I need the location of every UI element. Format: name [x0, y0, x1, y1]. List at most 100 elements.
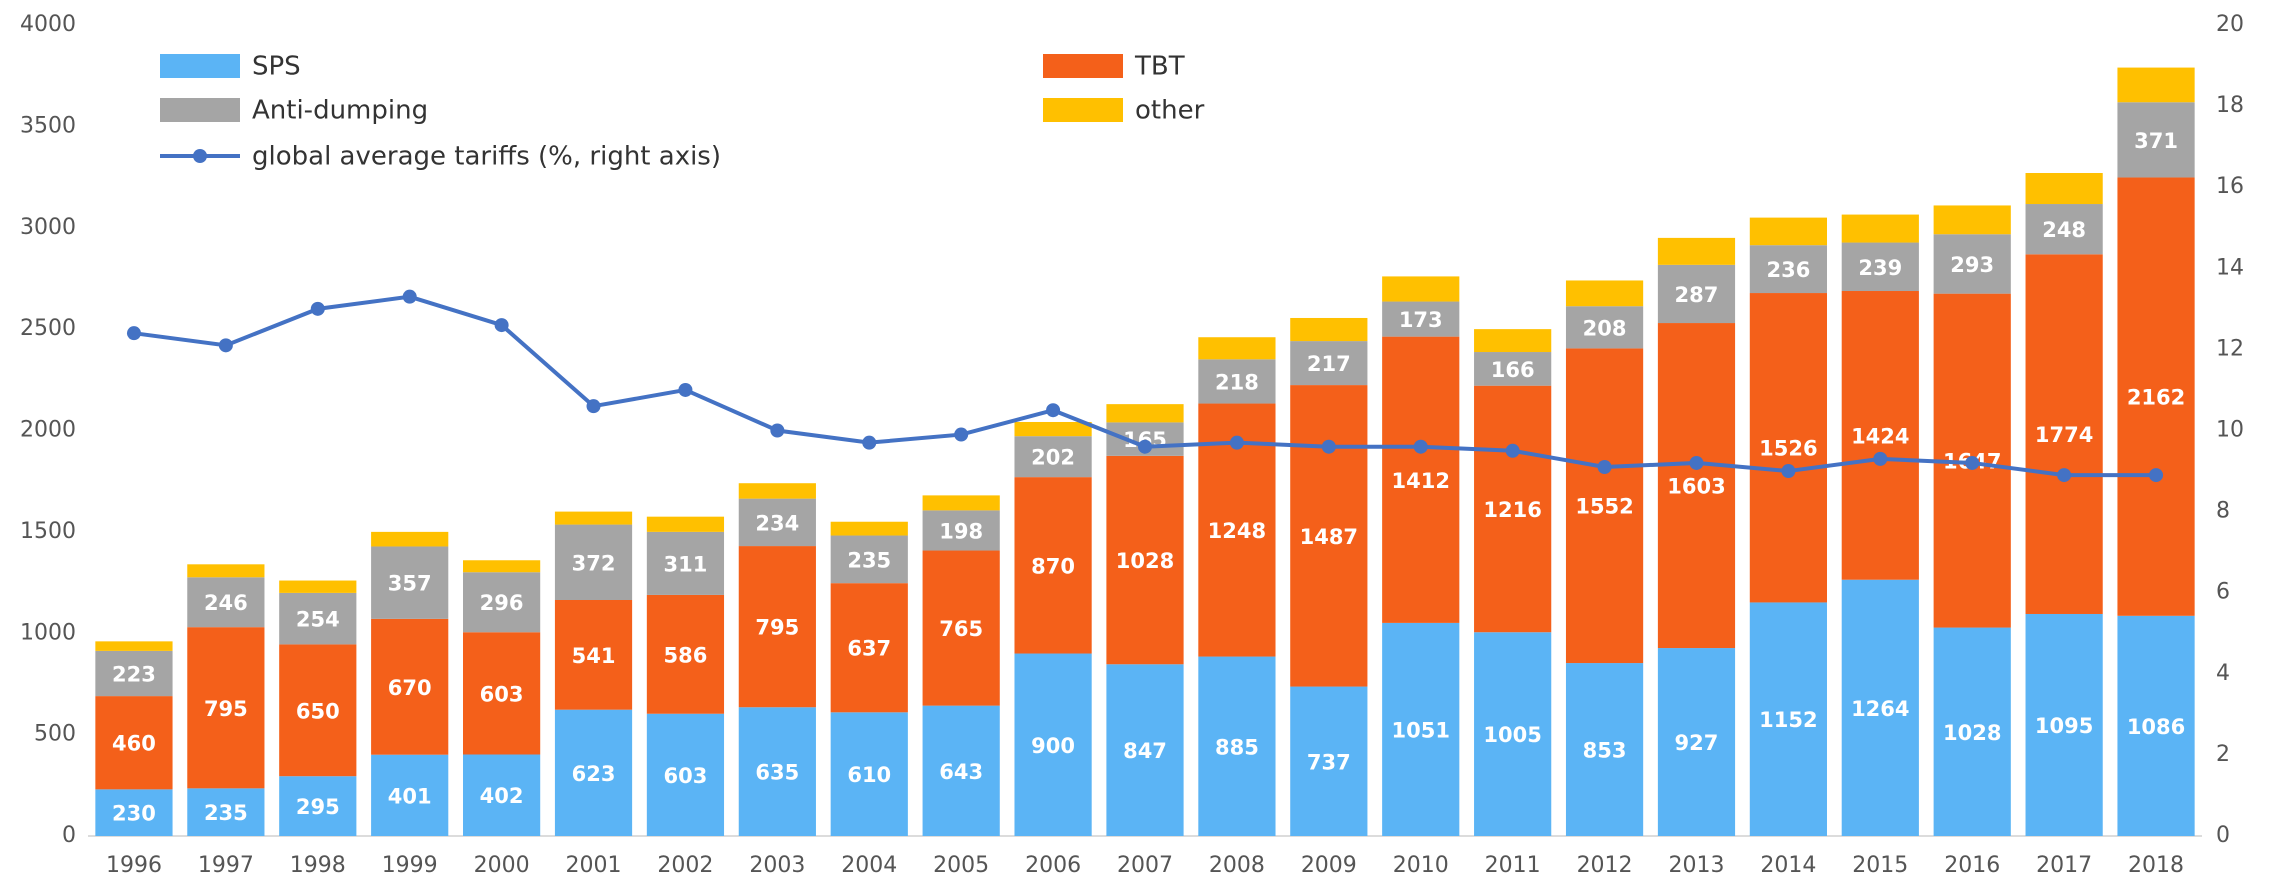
- bar-segment: [1565, 280, 1644, 307]
- data-label: 1424: [1851, 424, 1909, 448]
- line-point: [1138, 439, 1152, 454]
- bar-segment: [1014, 436, 1092, 478]
- y-tick-label: 1500: [20, 519, 76, 544]
- y2-tick-label: 0: [2216, 823, 2230, 848]
- bar-segment: [1014, 653, 1092, 836]
- data-label: 795: [755, 616, 799, 640]
- data-label: 586: [664, 643, 708, 667]
- data-label: 173: [1399, 308, 1443, 332]
- data-label: 287: [1675, 283, 1719, 307]
- data-label: 235: [847, 548, 891, 572]
- data-label: 610: [847, 763, 891, 787]
- data-label: 460: [112, 732, 156, 756]
- bar-segment: [187, 577, 265, 628]
- x-tick-label: 2015: [1852, 853, 1908, 878]
- bar-segment: [1841, 291, 1919, 580]
- data-label: 635: [755, 761, 799, 785]
- y2-tick-label: 14: [2216, 255, 2244, 280]
- data-label: 1005: [1483, 723, 1541, 747]
- x-tick-label: 2001: [566, 853, 622, 878]
- bar-segment: [738, 498, 816, 547]
- bar-segment: [1657, 237, 1736, 265]
- line-point: [1321, 439, 1336, 454]
- legend-label: other: [1135, 96, 1205, 126]
- line-point: [2057, 468, 2072, 483]
- bar-segment: [2117, 102, 2195, 178]
- data-label: 166: [1491, 358, 1535, 382]
- data-label: 371: [2134, 129, 2178, 153]
- data-label: 603: [664, 764, 708, 788]
- bar-segment: [371, 531, 449, 547]
- y2-tick-label: 10: [2216, 418, 2244, 443]
- legend-label: global average tariffs (%, right axis): [252, 142, 721, 172]
- y-tick-label: 4000: [20, 12, 76, 37]
- bar-segment: [1474, 329, 1552, 353]
- bar-segment: [95, 789, 173, 836]
- legend-swatch: [160, 54, 240, 78]
- line-point: [1229, 435, 1244, 450]
- y2-tick-label: 6: [2216, 580, 2230, 605]
- bar-segment: [463, 754, 541, 836]
- data-label: 230: [112, 802, 156, 826]
- y-tick-label: 1000: [20, 620, 76, 645]
- bar-segment: [830, 521, 908, 536]
- y2-tick-label: 2: [2216, 742, 2230, 767]
- data-label: 870: [1031, 554, 1075, 578]
- data-label: 234: [755, 511, 799, 535]
- bar-segment: [1382, 276, 1460, 302]
- line-point: [2149, 468, 2164, 483]
- y2-tick-label: 8: [2216, 499, 2230, 524]
- bar-segment: [1382, 301, 1460, 337]
- bar-segment: [371, 546, 449, 619]
- x-tick-label: 2003: [749, 853, 805, 878]
- bar-segment: [1565, 306, 1644, 349]
- bar-segment: [738, 707, 816, 836]
- bar-segment: [554, 599, 633, 710]
- bar-segment: [922, 495, 1000, 511]
- bar-segment: [1933, 627, 2011, 836]
- bar-segment: [922, 550, 1000, 706]
- data-label: 2162: [2127, 386, 2185, 410]
- data-label: 223: [112, 662, 156, 686]
- bar-segment: [1749, 245, 1827, 294]
- bar-segment: [95, 696, 173, 790]
- bar-segment: [1841, 579, 1919, 836]
- bar-segment: [646, 531, 725, 595]
- bar-segment: [554, 511, 633, 525]
- data-label: 202: [1031, 446, 1075, 470]
- bar-segment: [1749, 602, 1827, 836]
- bar-segment: [1841, 214, 1919, 243]
- bar-segment: [371, 618, 449, 755]
- data-label: 541: [572, 644, 616, 668]
- data-label: 603: [480, 682, 524, 706]
- bar-segment: [1933, 234, 2011, 294]
- data-label: 218: [1215, 370, 1259, 394]
- bar-segment: [554, 524, 633, 600]
- bar-segment: [1106, 404, 1184, 423]
- data-label: 248: [2042, 218, 2086, 242]
- x-tick-label: 2000: [474, 853, 530, 878]
- bar-segment: [1198, 656, 1276, 836]
- bar-segment: [646, 713, 725, 836]
- line-point: [402, 289, 417, 304]
- line-point: [1965, 455, 1980, 470]
- bar-segment: [1474, 352, 1552, 386]
- x-tick-label: 2007: [1117, 853, 1173, 878]
- data-label: 254: [296, 608, 340, 632]
- bar-segment: [922, 705, 1000, 836]
- y-tick-label: 2000: [20, 418, 76, 443]
- bar-segment: [1290, 341, 1368, 386]
- x-tick-label: 1999: [382, 853, 438, 878]
- line-point: [1597, 459, 1612, 474]
- x-tick-label: 2004: [841, 853, 897, 878]
- data-label: 235: [204, 801, 248, 825]
- legend-label: TBT: [1134, 52, 1185, 82]
- data-label: 217: [1307, 352, 1351, 376]
- data-label: 1264: [1851, 697, 1909, 721]
- x-tick-label: 2008: [1209, 853, 1265, 878]
- bar-segment: [1382, 622, 1460, 836]
- data-label: 765: [939, 617, 983, 641]
- bar-segment: [1290, 317, 1368, 342]
- bar-segment: [2025, 173, 2103, 205]
